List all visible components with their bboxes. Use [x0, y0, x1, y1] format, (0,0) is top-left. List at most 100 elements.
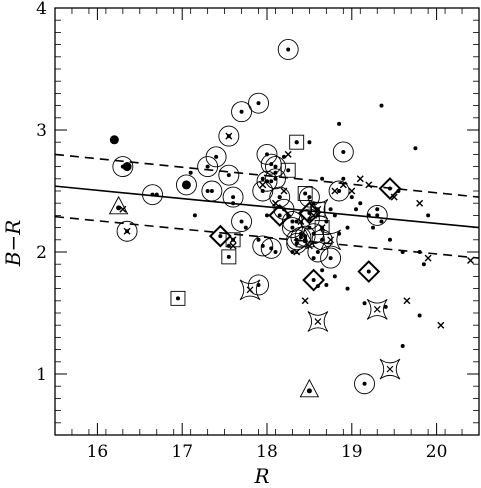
- circle-center-dot: [214, 154, 219, 159]
- data-point-circled-dot: [116, 220, 138, 242]
- data-point-cross: [259, 181, 267, 189]
- circle-center-dot: [277, 195, 282, 200]
- dot-mark: [417, 250, 422, 254]
- dot-mark: [260, 176, 265, 181]
- dot-mark: [231, 201, 236, 206]
- data-point-small-dot: [417, 250, 422, 254]
- data-point-circled-dot: [222, 186, 244, 208]
- data-point-circled-dot: [260, 237, 282, 259]
- circle-ring: [286, 233, 308, 254]
- y-tick-label: 3: [36, 121, 47, 141]
- dot-mark: [307, 140, 312, 145]
- data-point-circled-dot: [307, 241, 329, 263]
- diamond-center-dot: [387, 186, 392, 191]
- data-point-small-dot: [379, 219, 384, 224]
- dot-mark: [371, 225, 375, 230]
- cross-mark: [301, 297, 309, 305]
- data-point-diamond: [357, 260, 381, 283]
- x-axis-title: R: [253, 464, 269, 488]
- data-point-circled-dot: [112, 156, 134, 178]
- dot-mark: [328, 207, 333, 212]
- data-point-star: [307, 311, 329, 332]
- data-point-square: [280, 162, 296, 178]
- data-point-small-dot: [205, 189, 210, 193]
- data-point-large-dot: [122, 162, 132, 172]
- data-point-small-dot: [375, 207, 380, 212]
- dot-mark: [205, 189, 210, 193]
- cross-mark: [365, 181, 373, 189]
- y-tick-label: 1: [36, 365, 47, 385]
- data-point-small-dot: [226, 243, 231, 248]
- data-point-small-dot: [345, 286, 350, 291]
- circle-ring: [311, 229, 333, 251]
- circle-ring: [269, 186, 291, 208]
- star-outline: [307, 311, 329, 332]
- cross-mark: [467, 257, 475, 265]
- dot-mark: [273, 250, 278, 254]
- cross-mark: [229, 242, 237, 250]
- data-point-small-dot: [387, 237, 392, 242]
- dot-mark: [265, 213, 269, 218]
- data-point-small-dot: [324, 282, 329, 287]
- x-tick-label: 19: [341, 442, 363, 462]
- y-tick-label: 4: [36, 0, 47, 19]
- data-point-circled-dot: [142, 184, 163, 206]
- square-box: [170, 290, 186, 306]
- dot-mark: [320, 176, 325, 181]
- dot-mark: [345, 286, 350, 291]
- data-point-circled-dot: [201, 180, 223, 202]
- diamond-outline: [297, 201, 321, 225]
- data-point-square: [170, 290, 186, 306]
- dot-mark: [421, 262, 426, 267]
- data-point-circled-dot: [298, 186, 320, 208]
- circle-center-dot: [239, 109, 244, 114]
- star-outline: [320, 229, 341, 251]
- data-point-cross: [301, 297, 309, 305]
- circle-ring: [231, 211, 253, 232]
- circle-center-dot: [311, 231, 316, 236]
- dot-mark: [345, 225, 350, 230]
- cross-mark: [259, 181, 267, 189]
- data-point-small-dot: [421, 262, 426, 267]
- circle-center-dot: [256, 101, 261, 106]
- circle-ring: [231, 101, 253, 123]
- y-axis-title: B−R: [1, 220, 25, 268]
- diamond-outline: [302, 268, 326, 292]
- cross-mark: [416, 199, 424, 207]
- square-center-dot: [226, 254, 231, 259]
- data-point-triangle: [295, 228, 315, 248]
- square-center-dot: [320, 225, 325, 230]
- data-point-cross: [416, 199, 424, 207]
- data-point-small-dot: [400, 250, 405, 254]
- dot-mark: [426, 213, 431, 218]
- circle-center-dot: [184, 182, 189, 187]
- dot-mark: [400, 343, 405, 348]
- star-center-cross: [327, 236, 335, 244]
- solid-fit-line: [54, 185, 480, 229]
- circle-center-dot: [273, 164, 278, 169]
- star-outline: [366, 298, 388, 320]
- circle-ring: [175, 174, 197, 196]
- circle-center-dot: [328, 256, 333, 261]
- data-point-small-dot: [231, 201, 236, 206]
- circle-ring: [265, 168, 286, 190]
- circle-ring: [112, 156, 134, 178]
- circle-center-dot: [226, 134, 231, 139]
- star-center-cross: [314, 318, 322, 325]
- circle-ring: [248, 274, 269, 296]
- cross-mark: [356, 175, 364, 183]
- dashed-fit-line: [54, 215, 480, 259]
- data-point-triangle: [299, 378, 320, 398]
- dot-mark: [332, 274, 337, 279]
- data-point-circled-dot: [366, 204, 388, 226]
- data-point-star: [379, 358, 401, 380]
- circle-ring: [328, 180, 350, 202]
- data-point-circled-dot: [231, 101, 253, 123]
- data-point-small-dot: [417, 313, 422, 318]
- circle-ring: [201, 180, 223, 202]
- x-tick-label: 18: [256, 442, 278, 462]
- data-point-circled-dot: [256, 170, 278, 192]
- dot-mark: [192, 213, 197, 218]
- data-point-small-dot: [337, 121, 342, 126]
- data-point-cross: [229, 242, 237, 250]
